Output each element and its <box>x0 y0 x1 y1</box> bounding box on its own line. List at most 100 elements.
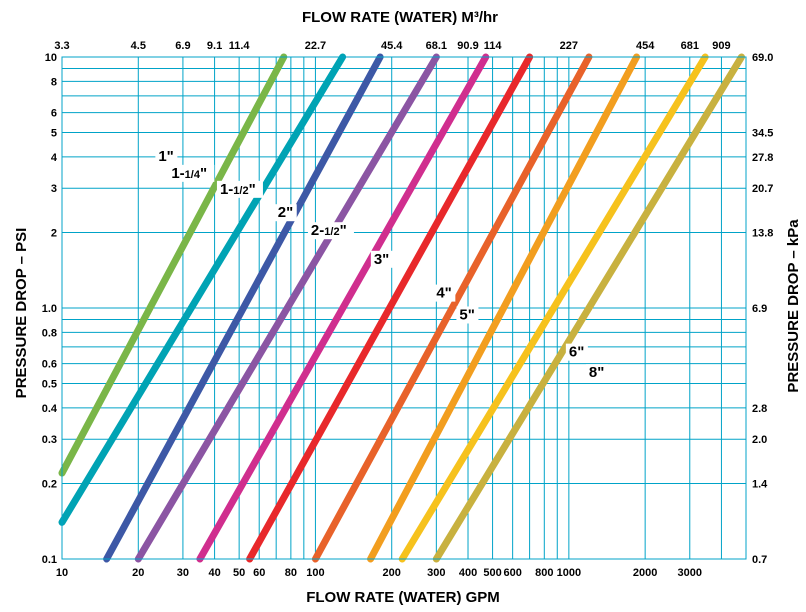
x-tick-label: 2000 <box>633 567 657 579</box>
right-tick-label: 2.0 <box>752 434 767 446</box>
x-tick-label: 10 <box>56 567 68 579</box>
x-tick-label: 80 <box>285 567 297 579</box>
top-tick-label: 90.9 <box>457 40 478 52</box>
top-tick-label: 454 <box>636 40 655 52</box>
x-tick-label: 100 <box>306 567 324 579</box>
series-label-fraction: 1/2 <box>233 185 248 197</box>
series-line-7 <box>367 53 641 563</box>
y-tick-label: 0.6 <box>42 359 57 371</box>
top-tick-label: 9.1 <box>207 40 222 52</box>
series-label-main: 2" <box>278 204 293 221</box>
y-tick-label: 0.1 <box>42 554 57 566</box>
series-label-main: 1- <box>171 165 184 182</box>
x-tick-label: 40 <box>208 567 220 579</box>
series-label-main: 4" <box>436 285 451 302</box>
series-label-2: 1-1/2" <box>220 181 256 198</box>
y-axis-title-right: PRESSURE DROP – kPa <box>785 219 802 393</box>
series-label-fraction: 1/2 <box>324 226 339 238</box>
right-tick-label: 27.8 <box>752 152 773 164</box>
series-label-bg <box>456 306 479 324</box>
series-label-main: 8" <box>589 364 604 381</box>
series-line-6 <box>311 53 593 563</box>
series-line-1 <box>58 53 347 526</box>
series-label-8: 6" <box>569 344 584 361</box>
series-label-inch: " <box>340 222 347 239</box>
top-tick-label: 227 <box>560 40 578 52</box>
series-line-4 <box>196 53 490 563</box>
series-label-bg <box>168 164 215 182</box>
y-tick-label: 8 <box>51 76 57 88</box>
series-label-6: 4" <box>436 285 451 302</box>
series-line-2 <box>103 53 384 563</box>
y-tick-label: 0.5 <box>42 379 57 391</box>
y-tick-label: 0.8 <box>42 327 57 339</box>
series-label-4: 2-1/2" <box>311 222 347 239</box>
top-tick-label: 3.3 <box>54 40 69 52</box>
x-tick-label: 20 <box>132 567 144 579</box>
series-label-0: 1" <box>158 148 173 165</box>
y-tick-label: 3 <box>51 183 57 195</box>
y-tick-label: 0.3 <box>42 434 57 446</box>
top-tick-label: 11.4 <box>229 40 251 52</box>
plot-frame <box>61 56 747 560</box>
y-tick-label: 6 <box>51 108 57 120</box>
y-tick-label: 1.0 <box>42 303 57 315</box>
series-label-bg <box>585 364 608 382</box>
series-labels: 1"1-1/4"1-1/2"2"2-1/2"3"4"5"6"8" <box>155 148 608 382</box>
x-tick-label: 600 <box>503 567 521 579</box>
y-tick-label: 5 <box>51 128 57 140</box>
series-label-bg <box>433 284 456 302</box>
series-label-bg <box>216 180 263 198</box>
series-lines <box>58 53 746 563</box>
y-tick-label: 0.2 <box>42 478 57 490</box>
x-tick-label: 1000 <box>557 567 581 579</box>
x-tick-label: 3000 <box>678 567 702 579</box>
x-tick-label: 400 <box>459 567 477 579</box>
series-label-fraction: 1/4 <box>185 169 201 181</box>
series-label-inch: " <box>200 165 207 182</box>
y-tick-label: 0.4 <box>42 403 58 415</box>
right-tick-label: 0.7 <box>752 554 767 566</box>
series-label-3: 2" <box>278 204 293 221</box>
top-tick-label: 681 <box>681 40 699 52</box>
series-label-bg <box>274 204 297 222</box>
x-tick-label: 300 <box>427 567 445 579</box>
series-line-3 <box>134 53 440 563</box>
right-tick-label: 6.9 <box>752 303 767 315</box>
series-label-bg <box>370 250 393 268</box>
series-label-main: 1" <box>158 148 173 165</box>
right-tick-label: 1.4 <box>752 478 768 490</box>
top-tick-label: 6.9 <box>175 40 190 52</box>
right-tick-label: 69.0 <box>752 52 773 64</box>
series-line-5 <box>246 53 534 563</box>
series-label-main: 5" <box>459 306 474 323</box>
y-tick-label: 10 <box>45 52 57 64</box>
series-label-main: 3" <box>374 251 389 268</box>
series-line-8 <box>398 53 709 563</box>
top-tick-label: 45.4 <box>381 40 403 52</box>
series-line-9 <box>432 53 746 563</box>
right-tick-label: 13.8 <box>752 227 773 239</box>
series-label-bg <box>155 148 178 166</box>
series-label-7: 5" <box>459 306 474 323</box>
series-label-inch: " <box>249 181 256 198</box>
x-tick-label: 800 <box>535 567 553 579</box>
grid-lines <box>61 56 746 560</box>
y-axis-title-left: PRESSURE DROP – PSI <box>13 228 30 399</box>
series-line-0 <box>58 53 288 477</box>
x-tick-label: 50 <box>233 567 245 579</box>
top-axis-title: FLOW RATE (WATER) M³/hr <box>302 9 498 26</box>
x-tick-label: 60 <box>253 567 265 579</box>
x-tick-label: 30 <box>177 567 189 579</box>
series-label-5: 3" <box>374 251 389 268</box>
series-label-1: 1-1/4" <box>171 165 207 182</box>
y-tick-label: 2 <box>51 227 57 239</box>
right-tick-label: 20.7 <box>752 183 773 195</box>
series-label-main: 1- <box>220 181 233 198</box>
top-tick-label: 22.7 <box>305 40 326 52</box>
series-label-bg <box>565 343 588 361</box>
x-tick-label: 500 <box>483 567 501 579</box>
top-tick-label: 909 <box>712 40 730 52</box>
top-tick-label: 68.1 <box>426 40 447 52</box>
